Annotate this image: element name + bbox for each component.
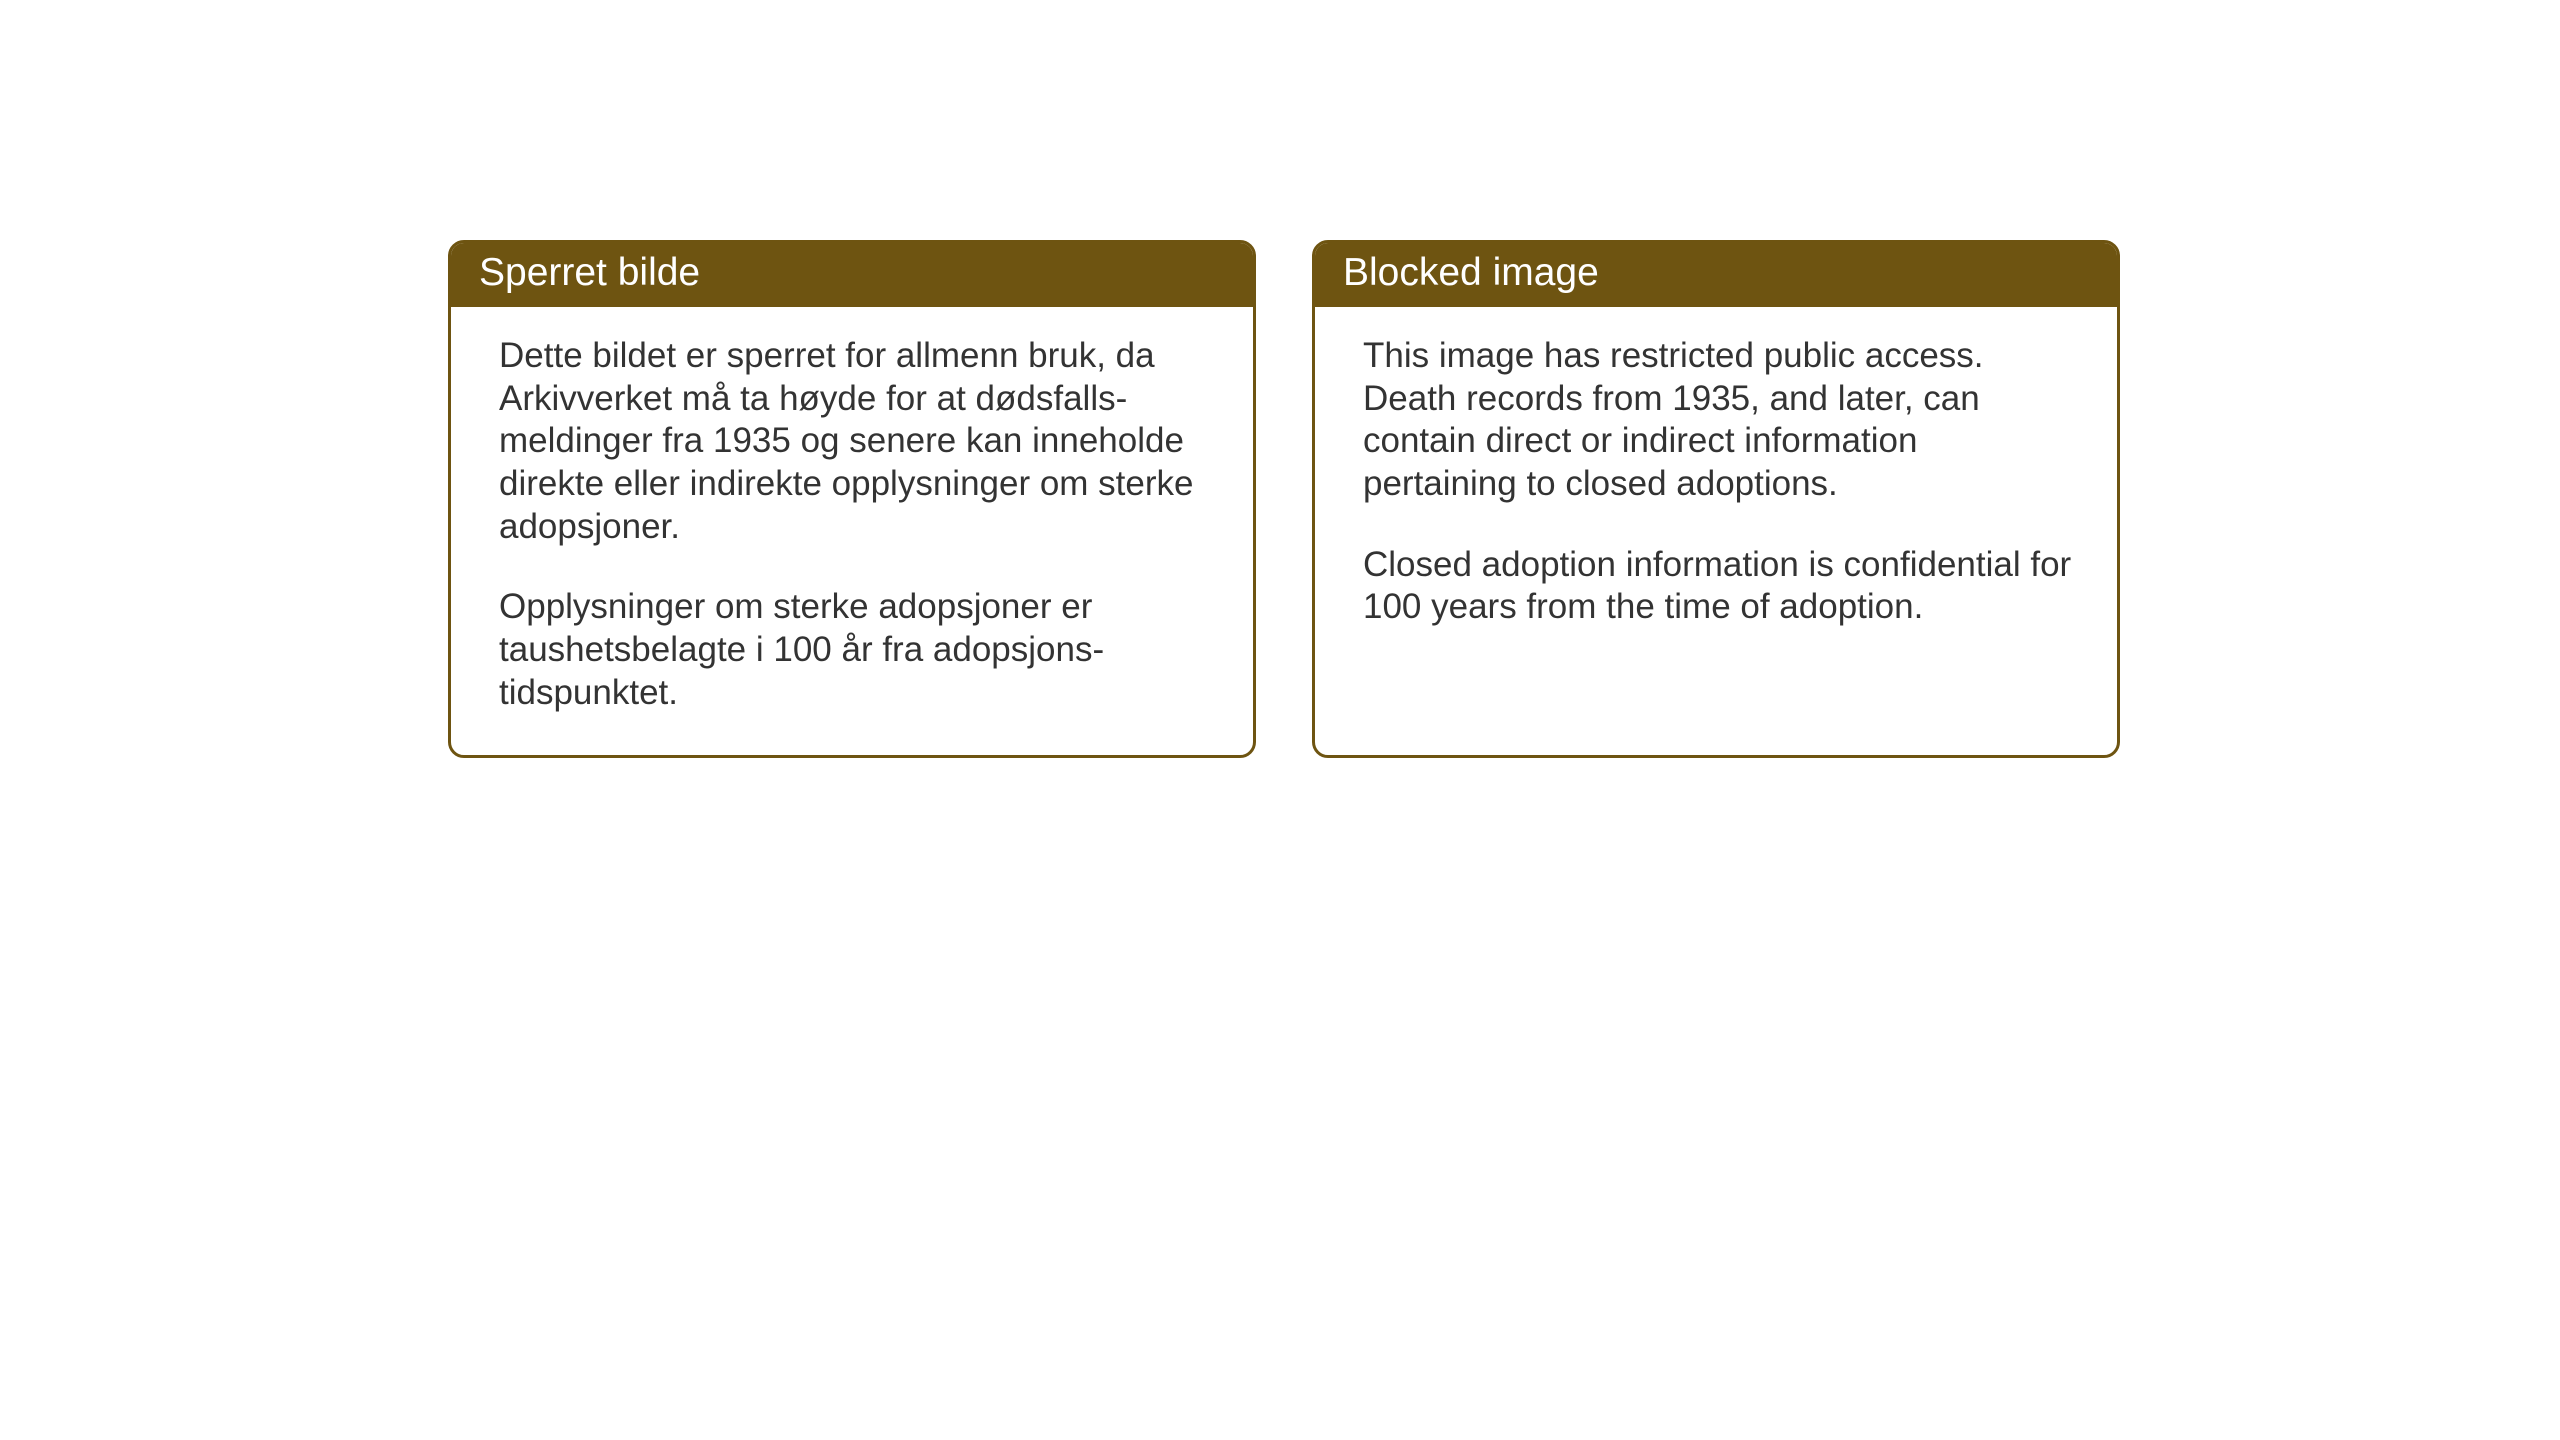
- english-card-body: This image has restricted public access.…: [1315, 307, 2117, 707]
- norwegian-card: Sperret bilde Dette bildet er sperret fo…: [448, 240, 1256, 758]
- norwegian-paragraph-2: Opplysninger om sterke adopsjoner er tau…: [499, 586, 1213, 714]
- norwegian-paragraph-1: Dette bildet er sperret for allmenn bruk…: [499, 335, 1213, 548]
- norwegian-card-body: Dette bildet er sperret for allmenn bruk…: [451, 307, 1253, 755]
- english-paragraph-2: Closed adoption information is confident…: [1363, 544, 2077, 629]
- english-paragraph-1: This image has restricted public access.…: [1363, 335, 2077, 506]
- cards-container: Sperret bilde Dette bildet er sperret fo…: [0, 0, 2560, 758]
- english-card: Blocked image This image has restricted …: [1312, 240, 2120, 758]
- norwegian-card-title: Sperret bilde: [451, 243, 1253, 307]
- english-card-title: Blocked image: [1315, 243, 2117, 307]
